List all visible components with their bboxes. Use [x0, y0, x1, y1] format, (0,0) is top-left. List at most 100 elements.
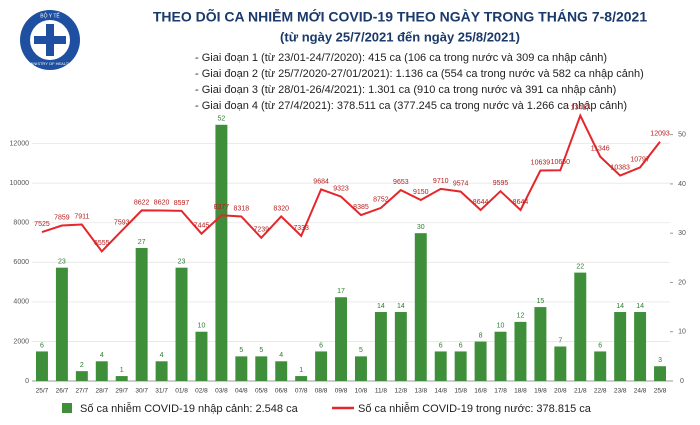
y-tick-label: 12000	[10, 140, 30, 147]
y2-tick-label: 40	[678, 181, 686, 188]
bar	[235, 356, 248, 381]
x-tick-label: 17/8	[494, 388, 507, 395]
line-label: 10383	[610, 164, 630, 171]
x-tick-label: 24/8	[634, 388, 647, 395]
bar-label: 8	[479, 332, 483, 339]
line-label: 7525	[34, 221, 50, 228]
line-label: 8620	[154, 199, 170, 206]
bar-label: 15	[537, 298, 545, 305]
bar-label: 5	[239, 347, 243, 354]
line-label: 9150	[413, 189, 429, 196]
y-tick-label: 2000	[13, 338, 29, 345]
line-label: 8385	[353, 204, 369, 211]
line-label: 9323	[333, 185, 349, 192]
bar-label: 23	[178, 259, 186, 266]
y2-tick-label: 0	[680, 378, 684, 385]
y-tick-label: 4000	[13, 299, 29, 306]
line-label: 8644	[473, 199, 489, 206]
line-label: 9595	[493, 180, 509, 187]
x-tick-label: 05/8	[255, 388, 268, 395]
bar-label: 10	[497, 323, 505, 330]
line-label: 8597	[174, 200, 190, 207]
bar	[75, 371, 88, 381]
bar-label: 5	[259, 347, 263, 354]
x-tick-label: 18/8	[514, 388, 527, 395]
bar-label: 1	[299, 367, 303, 374]
x-tick-label: 22/8	[594, 388, 607, 395]
x-tick-label: 06/8	[275, 388, 288, 395]
x-tick-label: 27/7	[76, 388, 89, 395]
bar-label: 2	[80, 362, 84, 369]
x-tick-label: 26/7	[56, 388, 69, 395]
line-label: 7239	[253, 227, 269, 234]
bar-label: 22	[576, 263, 584, 270]
bar-label: 30	[417, 224, 425, 231]
logo: BỘ Y TẾ MINISTRY OF HEALTH	[20, 10, 80, 70]
bar-label: 14	[616, 303, 624, 310]
line	[41, 113, 661, 253]
x-tick-label: 14/8	[434, 388, 447, 395]
y-tick-label: 0	[25, 378, 29, 385]
x-tick-label: 25/8	[654, 388, 667, 395]
line-label: 7333	[293, 225, 309, 232]
bar	[315, 351, 328, 381]
line-label: 8377	[214, 204, 230, 211]
line-label: 7911	[74, 213, 89, 220]
x-tick-label: 13/8	[414, 388, 427, 395]
x-tick-label: 09/8	[335, 388, 348, 395]
bar-label: 5	[359, 347, 363, 354]
x-tick-label: 23/8	[614, 388, 627, 395]
x-tick-label: 04/8	[235, 388, 248, 395]
bar	[295, 376, 308, 381]
bar	[374, 312, 387, 381]
bar	[514, 321, 527, 381]
x-tick-label: 07/8	[295, 388, 308, 395]
bar-label: 23	[58, 259, 66, 266]
legend-label: Số ca nhiễm COVID-19 nhập cảnh: 2.548 ca	[80, 402, 299, 415]
bar	[155, 361, 168, 381]
stage-note: - Giai đoạn 2 (từ 25/7/2020-27/01/2021):…	[195, 68, 644, 80]
bar	[35, 351, 48, 381]
x-tick-label: 01/8	[175, 388, 188, 395]
bar	[335, 297, 348, 381]
stage-note: - Giai đoạn 3 (từ 28/01-26/4/2021): 1.30…	[195, 84, 616, 96]
bar	[135, 247, 148, 381]
line-label: 8318	[234, 205, 250, 212]
bar-label: 3	[658, 357, 662, 364]
bar-label: 4	[100, 352, 104, 359]
x-tick-label: 03/8	[215, 388, 228, 395]
y2-tick-label: 20	[678, 279, 686, 286]
line-label: 7593	[114, 220, 130, 227]
x-tick-label: 11/8	[375, 388, 388, 395]
line-label: 7859	[54, 214, 70, 221]
bar	[654, 366, 667, 381]
line-label: 10650	[551, 159, 571, 166]
y-tick-label: 10000	[10, 180, 30, 187]
logo-text: BỘ Y TẾ	[40, 12, 60, 19]
bar	[275, 361, 288, 381]
line-label: 8644	[513, 199, 529, 206]
bar-label: 14	[377, 303, 385, 310]
x-tick-label: 29/7	[115, 388, 128, 395]
x-tick-label: 16/8	[474, 388, 487, 395]
bar-label: 52	[218, 116, 226, 123]
bar	[554, 346, 567, 381]
logo-text: MINISTRY OF HEALTH	[29, 61, 71, 66]
bar	[195, 331, 208, 381]
bar	[474, 341, 487, 381]
bar	[394, 312, 407, 381]
line-label: 9574	[453, 180, 469, 187]
x-tick-label: 28/7	[95, 388, 108, 395]
bar-label: 7	[558, 337, 562, 344]
line-label: 9684	[313, 178, 329, 185]
legend-label: Số ca nhiễm COVID-19 trong nước: 378.815…	[358, 402, 592, 415]
x-tick-label: 08/8	[315, 388, 328, 395]
logo-cross	[34, 36, 66, 44]
bar	[534, 307, 547, 381]
line-label: 10639	[531, 159, 551, 166]
x-tick-label: 21/8	[574, 388, 587, 395]
y2-tick-label: 50	[678, 131, 686, 138]
bar-label: 6	[40, 342, 44, 349]
bar	[574, 272, 587, 381]
